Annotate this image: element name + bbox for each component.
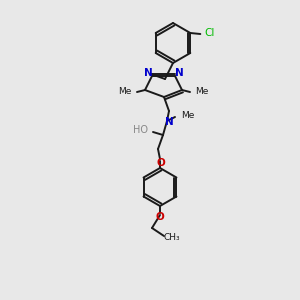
Text: Cl: Cl — [204, 28, 214, 38]
Text: HO: HO — [134, 125, 148, 135]
Text: CH₃: CH₃ — [164, 232, 180, 242]
Text: Me: Me — [195, 88, 209, 97]
Text: Me: Me — [181, 112, 195, 121]
Text: Me: Me — [118, 88, 132, 97]
Text: N: N — [175, 68, 183, 78]
Text: O: O — [156, 212, 164, 222]
Text: N: N — [165, 117, 173, 127]
Text: N: N — [144, 68, 152, 78]
Text: O: O — [157, 158, 165, 168]
